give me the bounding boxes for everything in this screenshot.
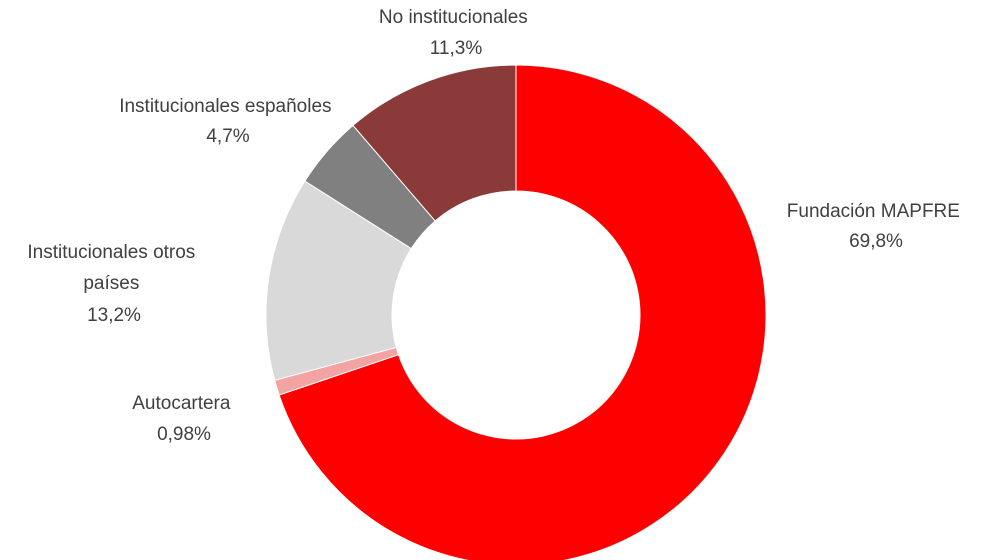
slice-fundacion-mapfre [278, 64, 767, 560]
slice-label-no-institucionales: No institucionales 11,3% [379, 7, 533, 59]
slice-label-institucionales-espanoles: Institucionales españoles 4,7% [119, 96, 337, 147]
donut-slices [265, 64, 767, 560]
slice-label-fundacion-mapfre: Fundación MAPFRE 69,8% [787, 201, 965, 252]
slice-labels: Fundación MAPFRE 69,8% Autocartera 0,98%… [27, 7, 965, 445]
slice-label-institucionales-otros-paises: Institucionales otros países 13,2% [27, 242, 200, 326]
slice-label-autocartera: Autocartera 0,98% [132, 393, 236, 445]
slice-no-institucionales [352, 64, 517, 222]
